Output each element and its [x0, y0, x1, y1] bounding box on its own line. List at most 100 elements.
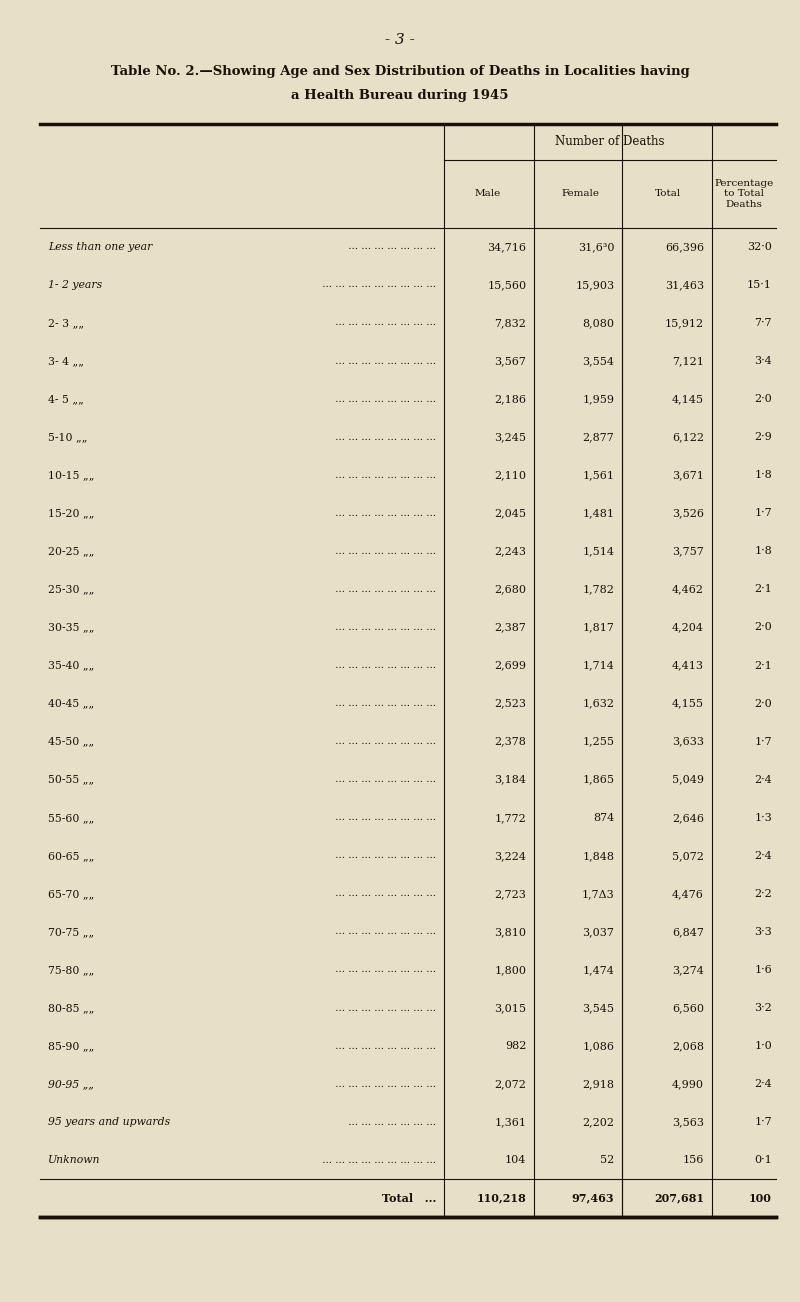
Text: 3,274: 3,274 [672, 965, 704, 975]
Text: 1·7: 1·7 [754, 1117, 772, 1128]
Text: 32·0: 32·0 [747, 242, 772, 251]
Text: ... ... ... ... ... ... ... ... ...: ... ... ... ... ... ... ... ... ... [319, 1156, 436, 1165]
Text: 1,959: 1,959 [582, 395, 614, 404]
Text: 20-25 „„: 20-25 „„ [48, 547, 94, 556]
Text: 66,396: 66,396 [665, 242, 704, 251]
Text: 4,990: 4,990 [672, 1079, 704, 1090]
Text: 1·7: 1·7 [754, 737, 772, 746]
Text: 2,723: 2,723 [494, 889, 526, 898]
Text: 3·4: 3·4 [754, 355, 772, 366]
Text: ... ... ... ... ... ... ... ... ...: ... ... ... ... ... ... ... ... ... [319, 280, 436, 289]
Text: 2,918: 2,918 [582, 1079, 614, 1090]
Text: 2,068: 2,068 [672, 1042, 704, 1051]
Text: 15,903: 15,903 [575, 280, 614, 290]
Text: 6,122: 6,122 [672, 432, 704, 443]
Text: 1,474: 1,474 [582, 965, 614, 975]
Text: 55-60 „„: 55-60 „„ [48, 812, 94, 823]
Text: Table No. 2.—Showing Age and Sex Distribution of Deaths in Localities having: Table No. 2.—Showing Age and Sex Distrib… [110, 65, 690, 78]
Text: 3·3: 3·3 [754, 927, 772, 937]
Text: ... ... ... ... ... ... ... ...: ... ... ... ... ... ... ... ... [332, 357, 436, 366]
Text: 1,817: 1,817 [582, 622, 614, 633]
Text: ... ... ... ... ... ... ... ...: ... ... ... ... ... ... ... ... [332, 622, 436, 631]
Text: 15,912: 15,912 [665, 318, 704, 328]
Text: 95 years and upwards: 95 years and upwards [48, 1117, 170, 1128]
Text: ... ... ... ... ... ... ... ...: ... ... ... ... ... ... ... ... [332, 852, 436, 861]
Text: 1,714: 1,714 [582, 660, 614, 671]
Text: 3,633: 3,633 [672, 737, 704, 746]
Text: 90-95 „„: 90-95 „„ [48, 1079, 94, 1090]
Text: 2,378: 2,378 [494, 737, 526, 746]
Text: 3,184: 3,184 [494, 775, 526, 785]
Text: 1·8: 1·8 [754, 470, 772, 480]
Text: ... ... ... ... ... ... ... ...: ... ... ... ... ... ... ... ... [332, 737, 436, 746]
Text: 5,072: 5,072 [672, 850, 704, 861]
Text: ... ... ... ... ... ... ... ...: ... ... ... ... ... ... ... ... [332, 889, 436, 898]
Text: 3,757: 3,757 [672, 547, 704, 556]
Text: 982: 982 [505, 1042, 526, 1051]
Text: 40-45 „„: 40-45 „„ [48, 699, 94, 708]
Text: ... ... ... ... ... ... ... ...: ... ... ... ... ... ... ... ... [332, 585, 436, 594]
Text: 2- 3 „„: 2- 3 „„ [48, 318, 84, 328]
Text: 1,514: 1,514 [582, 547, 614, 556]
Text: 2·1: 2·1 [754, 660, 772, 671]
Text: 1,865: 1,865 [582, 775, 614, 785]
Text: ... ... ... ... ... ... ... ...: ... ... ... ... ... ... ... ... [332, 927, 436, 936]
Text: 3,224: 3,224 [494, 850, 526, 861]
Text: Female: Female [561, 190, 599, 198]
Text: ... ... ... ... ... ... ... ...: ... ... ... ... ... ... ... ... [332, 319, 436, 328]
Text: Male: Male [475, 190, 501, 198]
Text: 15,560: 15,560 [487, 280, 526, 290]
Text: 8,080: 8,080 [582, 318, 614, 328]
Text: 1·8: 1·8 [754, 547, 772, 556]
Text: 100: 100 [749, 1193, 772, 1204]
Text: 1,361: 1,361 [494, 1117, 526, 1128]
Text: ... ... ... ... ... ... ... ...: ... ... ... ... ... ... ... ... [332, 775, 436, 784]
Text: 2·1: 2·1 [754, 585, 772, 595]
Text: 1·3: 1·3 [754, 812, 772, 823]
Text: 4,462: 4,462 [672, 585, 704, 595]
Text: 207,681: 207,681 [654, 1193, 704, 1204]
Text: ... ... ... ... ... ... ... ...: ... ... ... ... ... ... ... ... [332, 1042, 436, 1051]
Text: 3,671: 3,671 [672, 470, 704, 480]
Text: ... ... ... ... ... ... ... ...: ... ... ... ... ... ... ... ... [332, 814, 436, 823]
Text: 1,772: 1,772 [494, 812, 526, 823]
Text: - 3 -: - 3 - [385, 33, 415, 47]
Text: 2,523: 2,523 [494, 699, 526, 708]
Text: 3,526: 3,526 [672, 508, 704, 518]
Text: 3,567: 3,567 [494, 355, 526, 366]
Text: Unknown: Unknown [48, 1155, 101, 1165]
Text: 3,245: 3,245 [494, 432, 526, 443]
Text: 3,554: 3,554 [582, 355, 614, 366]
Text: 7,832: 7,832 [494, 318, 526, 328]
Text: ... ... ... ... ... ... ... ...: ... ... ... ... ... ... ... ... [332, 1079, 436, 1088]
Text: ... ... ... ... ... ... ... ...: ... ... ... ... ... ... ... ... [332, 509, 436, 518]
Text: 4,145: 4,145 [672, 395, 704, 404]
Text: 30-35 „„: 30-35 „„ [48, 622, 94, 633]
Text: 4,155: 4,155 [672, 699, 704, 708]
Text: 65-70 „„: 65-70 „„ [48, 889, 94, 898]
Text: 3,810: 3,810 [494, 927, 526, 937]
Text: 1,255: 1,255 [582, 737, 614, 746]
Text: 34,716: 34,716 [487, 242, 526, 251]
Text: 1,800: 1,800 [494, 965, 526, 975]
Text: 31,6³0: 31,6³0 [578, 242, 614, 251]
Text: 80-85 „„: 80-85 „„ [48, 1003, 94, 1013]
Text: Number of Deaths: Number of Deaths [555, 135, 665, 148]
Text: 1·7: 1·7 [754, 508, 772, 518]
Text: 2·0: 2·0 [754, 699, 772, 708]
Text: ... ... ... ... ... ... ... ...: ... ... ... ... ... ... ... ... [332, 432, 436, 441]
Text: 110,218: 110,218 [477, 1193, 526, 1204]
Text: Percentage
to Total
Deaths: Percentage to Total Deaths [714, 180, 774, 208]
Text: 2,387: 2,387 [494, 622, 526, 633]
Text: 5,049: 5,049 [672, 775, 704, 785]
Text: 6,847: 6,847 [672, 927, 704, 937]
Text: ... ... ... ... ... ... ... ...: ... ... ... ... ... ... ... ... [332, 471, 436, 479]
Text: 35-40 „„: 35-40 „„ [48, 660, 94, 671]
Text: 0·1: 0·1 [754, 1155, 772, 1165]
Text: 60-65 „„: 60-65 „„ [48, 850, 94, 861]
Text: ... ... ... ... ... ... ... ...: ... ... ... ... ... ... ... ... [332, 1004, 436, 1013]
Text: 97,463: 97,463 [572, 1193, 614, 1204]
Text: 3·2: 3·2 [754, 1003, 772, 1013]
Text: 2,243: 2,243 [494, 547, 526, 556]
Text: 2·0: 2·0 [754, 622, 772, 633]
